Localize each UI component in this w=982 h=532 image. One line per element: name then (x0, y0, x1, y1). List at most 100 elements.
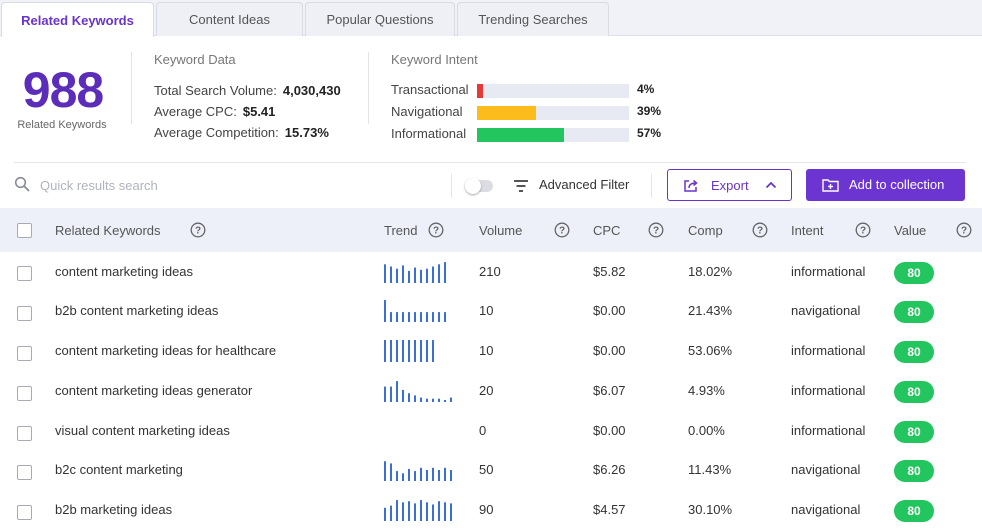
trend-bar (396, 340, 398, 362)
keyword-link[interactable]: content marketing ideas (55, 264, 194, 279)
trend-bar (396, 268, 398, 283)
keyword-link[interactable]: b2c content marketing (55, 462, 183, 477)
table-row[interactable]: visual content marketing ideas 0 $0.00 0… (0, 412, 982, 452)
tab-trending-searches[interactable]: Trending Searches (457, 2, 609, 36)
help-icon[interactable]: ? (855, 222, 871, 238)
search-icon (14, 176, 30, 192)
help-icon[interactable]: ? (428, 222, 444, 238)
comp-cell: 53.06% (688, 343, 733, 358)
tab-bar: Related Keywords Content Ideas Popular Q… (0, 0, 982, 37)
trend-bar (402, 389, 404, 402)
row-checkbox[interactable] (17, 266, 32, 281)
intent-cell: navigational (791, 303, 861, 318)
column-header-cpc[interactable]: CPC (593, 223, 621, 238)
trend-bar (408, 270, 410, 283)
trend-bar (384, 340, 386, 362)
trend-bar (426, 398, 428, 402)
tab-popular-questions[interactable]: Popular Questions (305, 2, 455, 36)
trend-bar (438, 312, 440, 322)
export-button[interactable]: Export (667, 169, 792, 201)
table-row[interactable]: b2b marketing ideas 90 $4.57 30.10% navi… (0, 491, 982, 531)
svg-text:?: ? (860, 226, 866, 237)
trend-bar (414, 503, 416, 521)
tab-content-ideas[interactable]: Content Ideas (156, 2, 303, 36)
trend-bar (426, 470, 428, 481)
table-row[interactable]: b2c content marketing 50 $6.26 11.43% na… (0, 451, 982, 491)
trend-bar (390, 312, 392, 322)
volume-cell: 90 (479, 502, 494, 517)
intent-label: Transactional (391, 82, 469, 97)
intent-cell: informational (791, 383, 866, 398)
keyword-data-title: Keyword Data (154, 52, 236, 67)
trend-bar (432, 398, 434, 402)
filter-lines-icon (514, 180, 528, 192)
help-icon[interactable]: ? (648, 222, 664, 238)
related-keywords-count-label: Related Keywords (17, 119, 107, 131)
keyword-link[interactable]: content marketing ideas for healthcare (55, 343, 277, 358)
keyword-link[interactable]: content marketing ideas generator (55, 383, 253, 398)
comp-cell: 18.02% (688, 264, 733, 279)
table-row[interactable]: content marketing ideas 210 $5.82 18.02%… (0, 253, 982, 293)
add-to-collection-button[interactable]: Add to collection (806, 169, 965, 201)
intent-percent: 4% (637, 82, 655, 96)
advanced-filter-toggle[interactable] (465, 178, 493, 194)
trend-sparkline (384, 420, 452, 442)
quick-search-input[interactable] (40, 172, 440, 198)
column-header-trend[interactable]: Trend (384, 223, 418, 238)
keyword-link[interactable]: b2b marketing ideas (55, 502, 173, 517)
cpc-cell: $0.00 (593, 343, 626, 358)
row-checkbox[interactable] (17, 386, 32, 401)
trend-sparkline (384, 461, 452, 481)
table-row[interactable]: content marketing ideas for healthcare 1… (0, 332, 982, 372)
column-header-value[interactable]: Value (894, 223, 927, 238)
help-icon[interactable]: ? (956, 222, 972, 238)
row-checkbox[interactable] (17, 306, 32, 321)
row-checkbox[interactable] (17, 426, 32, 441)
comp-cell: 4.93% (688, 383, 725, 398)
trend-bar (390, 463, 392, 481)
trend-bar (450, 470, 452, 481)
trend-bar (438, 470, 440, 481)
intent-bar-track (477, 84, 629, 98)
trend-bar (432, 266, 434, 283)
trend-bar (390, 340, 392, 362)
column-header-keyword[interactable]: Related Keywords (55, 223, 161, 238)
trend-bar (384, 386, 386, 402)
column-header-comp[interactable]: Comp (688, 223, 723, 238)
table-row[interactable]: content marketing ideas generator 20 $6.… (0, 372, 982, 412)
help-icon[interactable]: ? (752, 222, 768, 238)
cpc-cell: $6.07 (593, 383, 626, 398)
section-divider (14, 162, 966, 163)
table-row[interactable]: b2b content marketing ideas 10 $0.00 21.… (0, 292, 982, 332)
add-to-collection-label: Add to collection (849, 177, 945, 192)
row-checkbox[interactable] (17, 346, 32, 361)
intent-cell: navigational (791, 462, 861, 477)
row-checkbox[interactable] (17, 505, 32, 520)
tab-related-keywords[interactable]: Related Keywords (1, 2, 154, 37)
average-competition-value: 15.73% (284, 125, 329, 140)
volume-cell: 20 (479, 383, 494, 398)
trend-sparkline (384, 340, 434, 362)
average-competition-label: Average Competition: (154, 125, 279, 140)
help-icon[interactable]: ? (190, 222, 206, 238)
help-icon[interactable]: ? (554, 222, 570, 238)
select-all-checkbox[interactable] (17, 223, 32, 238)
keyword-link[interactable]: visual content marketing ideas (55, 423, 230, 438)
trend-bar (384, 507, 386, 521)
trend-bar (384, 264, 386, 283)
comp-cell: 0.00% (688, 423, 725, 438)
column-header-volume[interactable]: Volume (479, 223, 523, 238)
row-checkbox[interactable] (17, 465, 32, 480)
average-cpc-value: $5.41 (242, 104, 276, 119)
advanced-filter-button[interactable]: Advanced Filter (539, 177, 630, 192)
intent-percent: 57% (637, 126, 662, 140)
trend-bar (444, 312, 446, 322)
trend-bar (396, 471, 398, 481)
keyword-link[interactable]: b2b content marketing ideas (55, 303, 219, 318)
trend-sparkline (384, 300, 446, 322)
trend-bar (426, 340, 428, 362)
volume-cell: 10 (479, 303, 494, 318)
intent-label: Informational (391, 126, 467, 141)
column-header-intent[interactable]: Intent (791, 223, 824, 238)
cpc-cell: $5.82 (593, 264, 626, 279)
